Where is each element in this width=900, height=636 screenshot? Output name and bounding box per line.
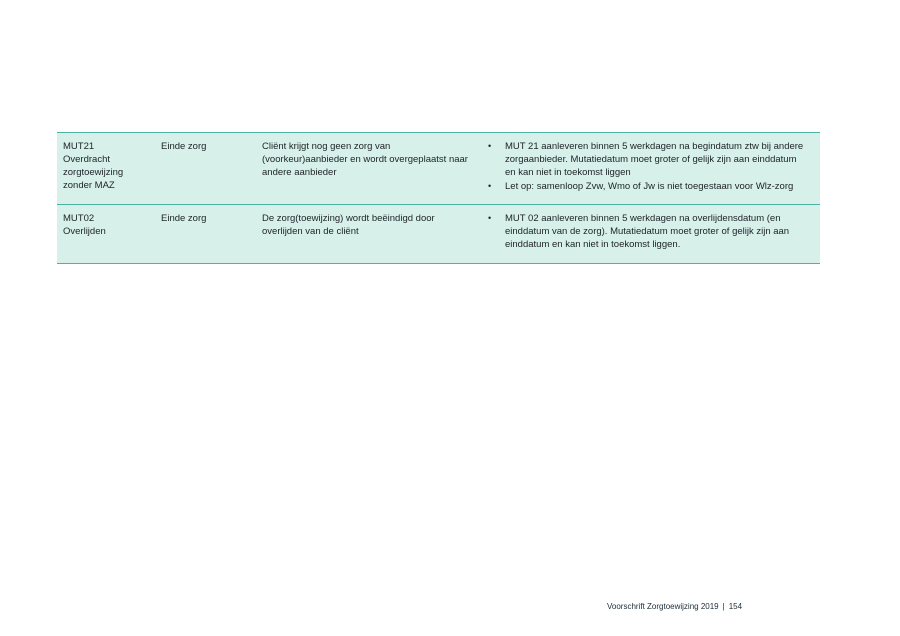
code-cell: MUT02 Overlijden — [57, 212, 161, 257]
bullet-icon: • — [488, 141, 492, 151]
rule-text: MUT 21 aanleveren binnen 5 werkdagen na … — [505, 141, 804, 178]
phase-cell: Einde zorg — [161, 140, 262, 198]
mutation-code: MUT02 — [63, 213, 95, 224]
footer-separator: | — [722, 602, 725, 611]
rule-item: • Let op: samenloop Zvw, Wmo of Jw is ni… — [485, 180, 812, 193]
rule-item: • MUT 02 aanleveren binnen 5 werkdagen n… — [485, 212, 812, 251]
mutation-label: Overlijden — [63, 226, 106, 237]
page-footer: Voorschrift Zorgtoewijzing 2019 | 154 — [607, 601, 742, 613]
rule-text: Let op: samenloop Zvw, Wmo of Jw is niet… — [505, 181, 794, 192]
code-cell: MUT21 Overdracht zorgtoewijzing zonder M… — [57, 140, 161, 198]
mutation-code: MUT21 — [63, 141, 95, 152]
rules-cell: • MUT 21 aanleveren binnen 5 werkdagen n… — [485, 140, 820, 198]
description-text: De zorg(toewijzing) wordt beëindigd door… — [262, 213, 435, 237]
rule-item: • MUT 21 aanleveren binnen 5 werkdagen n… — [485, 140, 812, 179]
bullet-icon: • — [488, 213, 492, 223]
rule-text: MUT 02 aanleveren binnen 5 werkdagen na … — [505, 213, 790, 250]
rules-cell: • MUT 02 aanleveren binnen 5 werkdagen n… — [485, 212, 820, 257]
phase-label: Einde zorg — [161, 213, 207, 224]
table-row: MUT21 Overdracht zorgtoewijzing zonder M… — [57, 133, 820, 205]
description-text: Cliënt krijgt nog geen zorg van (voorkeu… — [262, 141, 468, 178]
bullet-icon: • — [488, 181, 492, 191]
mutation-label: Overdracht zorgtoewijzing zonder MAZ — [63, 154, 124, 191]
page-number: 154 — [728, 602, 743, 611]
phase-cell: Einde zorg — [161, 212, 262, 257]
description-cell: Cliënt krijgt nog geen zorg van (voorkeu… — [262, 140, 485, 198]
description-cell: De zorg(toewijzing) wordt beëindigd door… — [262, 212, 485, 257]
footer-title: Voorschrift Zorgtoewijzing 2019 — [607, 602, 719, 611]
mutation-table: MUT21 Overdracht zorgtoewijzing zonder M… — [57, 132, 820, 264]
table-row: MUT02 Overlijden Einde zorg De zorg(toew… — [57, 205, 820, 264]
phase-label: Einde zorg — [161, 141, 207, 152]
